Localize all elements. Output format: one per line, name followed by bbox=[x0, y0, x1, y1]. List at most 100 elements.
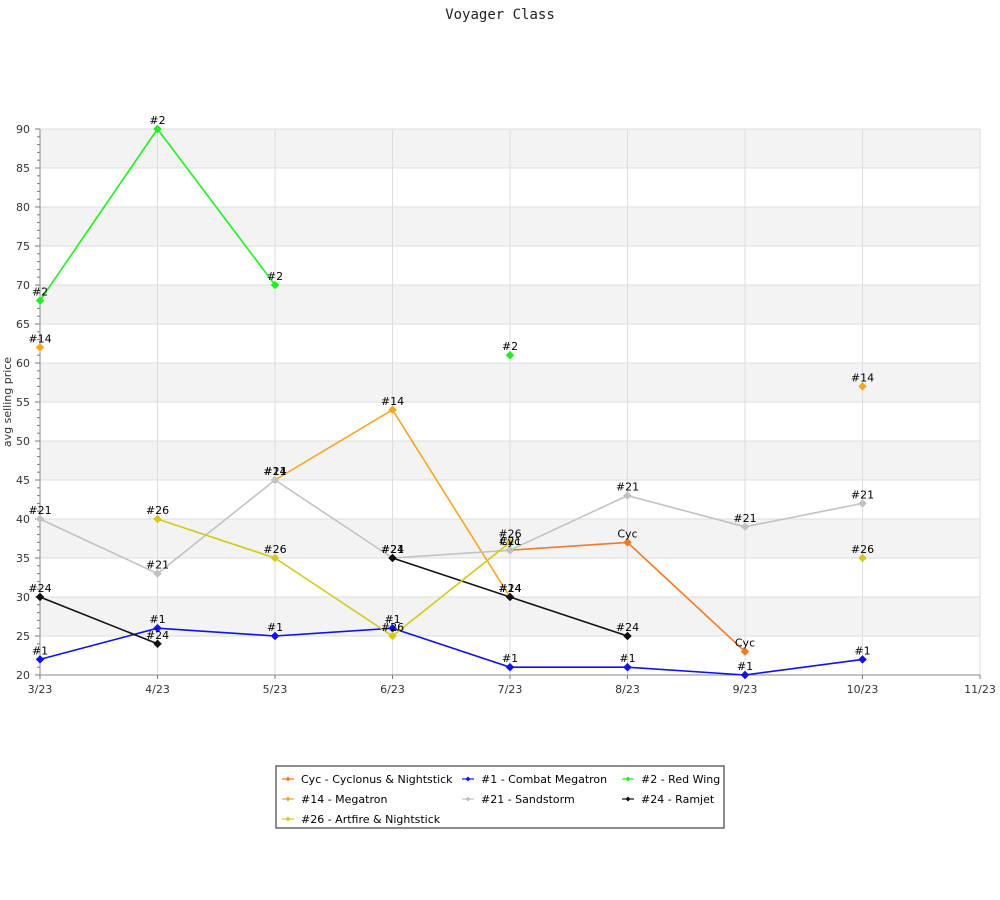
data-label: #14 bbox=[851, 371, 874, 384]
legend-swatch-marker bbox=[625, 776, 631, 782]
data-point bbox=[858, 553, 867, 563]
x-tick-label: 7/23 bbox=[498, 683, 523, 696]
legend-swatch-marker bbox=[465, 796, 471, 802]
series-line-segment bbox=[391, 409, 511, 598]
legend-swatch-marker bbox=[465, 776, 471, 782]
y-tick-label: 35 bbox=[16, 552, 30, 565]
series-line-segment bbox=[744, 658, 863, 676]
data-point bbox=[153, 623, 162, 633]
data-point bbox=[623, 491, 632, 500]
data-label: #1 bbox=[854, 644, 870, 657]
legend-label: #2 - Red Wing bbox=[641, 773, 720, 786]
data-label: #21 bbox=[28, 504, 51, 517]
legend-item: Cyc - Cyclonus & Nightstick bbox=[282, 773, 453, 786]
series-line-segment bbox=[156, 128, 276, 286]
series-line-segment bbox=[627, 666, 746, 676]
series-line-segment bbox=[157, 627, 276, 637]
data-point bbox=[153, 639, 162, 649]
data-label: #24 bbox=[616, 621, 639, 634]
data-label: #2 bbox=[502, 340, 518, 353]
series-3 bbox=[35, 124, 515, 360]
y-tick-label: 90 bbox=[16, 123, 30, 136]
legend-box bbox=[275, 765, 725, 829]
legend-item: #14 - Megatron bbox=[282, 793, 387, 806]
series-line-segment bbox=[157, 479, 276, 575]
data-label: #21 bbox=[733, 512, 756, 525]
data-label: #14 bbox=[498, 582, 521, 595]
data-label: #1 bbox=[502, 652, 518, 665]
data-label: #21 bbox=[616, 481, 639, 494]
data-point bbox=[858, 499, 867, 508]
y-tick-label: 50 bbox=[16, 435, 30, 448]
x-tick-label: 11/23 bbox=[964, 683, 996, 696]
data-point bbox=[623, 662, 632, 672]
data-point bbox=[153, 514, 162, 524]
x-tick-label: 9/23 bbox=[733, 683, 758, 696]
data-point bbox=[388, 553, 397, 563]
series-5 bbox=[35, 475, 867, 578]
data-label: #2 bbox=[32, 286, 48, 299]
data-label: #26 bbox=[851, 543, 874, 556]
series-line-segment bbox=[626, 541, 746, 653]
legend-swatch-marker bbox=[285, 776, 291, 782]
legend-label: #26 - Artfire & Nightstick bbox=[301, 813, 441, 826]
data-label: #24 bbox=[146, 629, 169, 642]
data-label: #1 bbox=[619, 652, 635, 665]
legend-label: #21 - Sandstorm bbox=[481, 793, 575, 806]
series-line-segment bbox=[274, 409, 393, 481]
data-label: #21 bbox=[263, 465, 286, 478]
data-label: #14 bbox=[263, 465, 286, 478]
x-tick-label: 5/23 bbox=[263, 683, 288, 696]
y-tick-label: 85 bbox=[16, 162, 30, 175]
legend-item: #2 - Red Wing bbox=[622, 773, 720, 786]
data-point bbox=[35, 592, 45, 602]
y-axis-label: avg selling price bbox=[1, 357, 14, 447]
data-label: #24 bbox=[498, 582, 521, 595]
series-line-segment bbox=[509, 494, 628, 551]
data-label: #1 bbox=[267, 621, 283, 634]
series-line-segment bbox=[274, 479, 393, 559]
x-tick-label: 6/23 bbox=[380, 683, 405, 696]
data-label: #14 bbox=[381, 395, 404, 408]
series-line-segment bbox=[274, 627, 393, 637]
y-tick-label: 40 bbox=[16, 513, 30, 526]
data-label: #1 bbox=[32, 644, 48, 657]
series-layer bbox=[35, 124, 867, 680]
series-line-segment bbox=[39, 627, 158, 661]
data-label: #26 bbox=[381, 621, 404, 634]
data-point bbox=[740, 647, 750, 656]
data-point bbox=[740, 670, 750, 680]
data-label: #26 bbox=[263, 543, 286, 556]
y-tick-label: 30 bbox=[16, 591, 30, 604]
legend-item: #1 - Combat Megatron bbox=[462, 773, 607, 786]
data-label: #2 bbox=[149, 114, 165, 127]
series-line-segment bbox=[509, 541, 628, 551]
data-point bbox=[505, 545, 515, 555]
y-tick-label: 75 bbox=[16, 240, 30, 253]
data-point bbox=[858, 382, 867, 391]
data-label: #24 bbox=[28, 582, 51, 595]
series-6 bbox=[35, 553, 632, 649]
chart-title: Voyager Class bbox=[445, 7, 555, 23]
data-point bbox=[35, 514, 45, 524]
data-point bbox=[35, 655, 45, 664]
data-label: #21 bbox=[498, 535, 521, 548]
data-point bbox=[505, 538, 515, 547]
series-7 bbox=[153, 514, 867, 641]
data-point bbox=[270, 475, 280, 485]
data-label: #1 bbox=[384, 613, 400, 626]
legend-swatch-marker bbox=[285, 816, 291, 822]
series-line-segment bbox=[744, 502, 863, 528]
series-line-segment bbox=[392, 627, 511, 668]
data-label: Cyc bbox=[735, 637, 755, 650]
data-point bbox=[388, 405, 397, 415]
data-label: #1 bbox=[149, 613, 165, 626]
y-tick-label: 45 bbox=[16, 474, 30, 487]
legend-label: Cyc - Cyclonus & Nightstick bbox=[301, 773, 453, 786]
data-point bbox=[270, 280, 280, 290]
data-label: Cyc bbox=[617, 527, 637, 540]
data-point bbox=[35, 296, 45, 305]
data-point bbox=[505, 350, 515, 360]
legend-item: #26 - Artfire & Nightstick bbox=[282, 813, 441, 826]
series-line-segment bbox=[39, 596, 158, 645]
